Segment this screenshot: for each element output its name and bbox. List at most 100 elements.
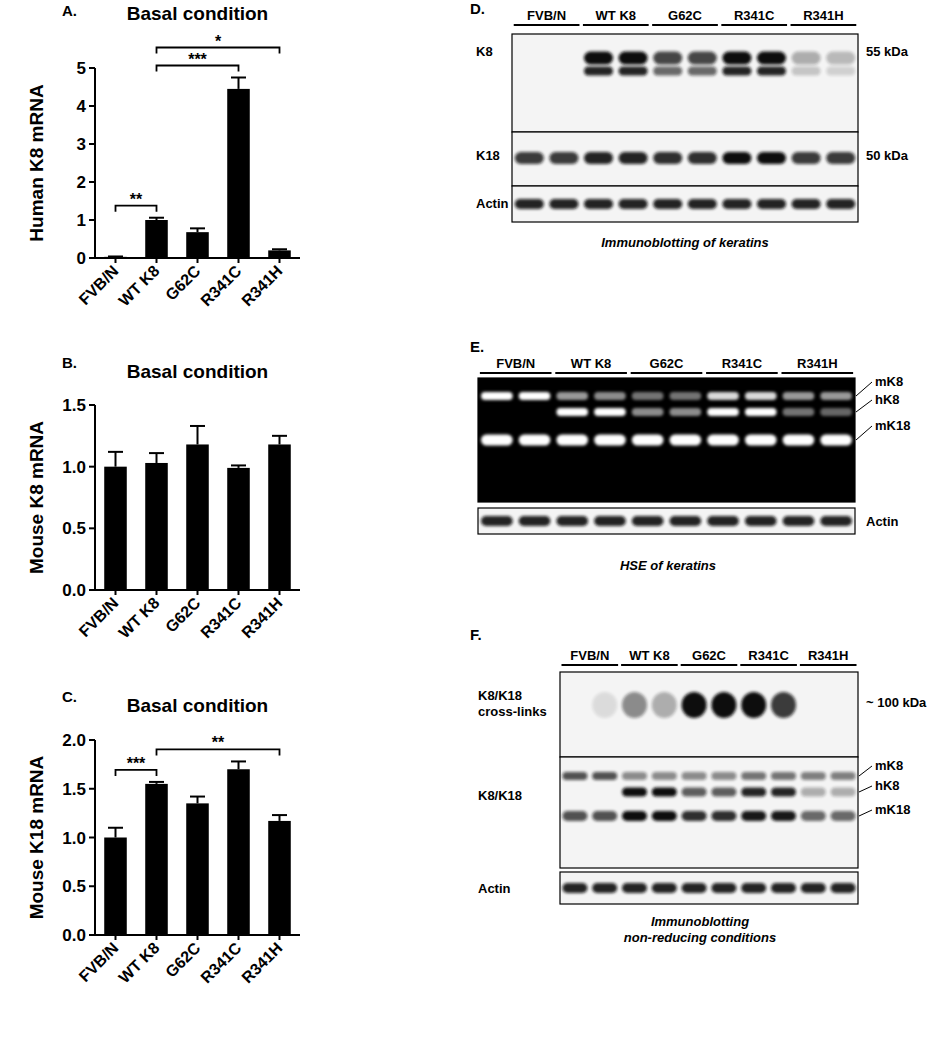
y-tick (89, 143, 95, 145)
x-tick (279, 935, 281, 940)
band (481, 435, 513, 446)
band (711, 692, 736, 718)
band (481, 516, 513, 526)
significance-bracket: ** (157, 734, 280, 755)
band (826, 199, 855, 209)
y-tick (89, 589, 95, 591)
error-cap (149, 217, 164, 219)
band (562, 772, 587, 780)
band (592, 772, 617, 780)
lane-label: R341H (803, 8, 843, 23)
band (515, 199, 544, 209)
significance-label: *** (127, 755, 146, 772)
band (519, 392, 551, 400)
y-tick-label: 0.5 (62, 519, 86, 538)
leader-line (859, 766, 872, 776)
band (801, 811, 826, 821)
bar (145, 784, 168, 935)
band (826, 67, 855, 76)
band (741, 883, 766, 893)
band (741, 772, 766, 780)
y-tick (89, 404, 95, 406)
significance-label: * (215, 33, 222, 50)
x-tick-label: FVB/N (76, 262, 122, 308)
error-stem (115, 828, 117, 838)
caption: Immunoblotting (651, 914, 749, 929)
band (549, 199, 578, 209)
marks (104, 761, 291, 935)
band (584, 52, 613, 65)
error-cap (108, 827, 123, 829)
lane-underline (631, 372, 703, 374)
bar-chart: A.Basal conditionHuman K8 mRNA012345FVB/… (26, 2, 300, 309)
row-label-line: cross-links (478, 704, 547, 719)
band (826, 152, 855, 164)
row-label: Actin (478, 881, 511, 896)
bar (145, 220, 168, 258)
error-bar (149, 782, 164, 784)
x-tick (156, 590, 158, 595)
figure: A.Basal conditionHuman K8 mRNA012345FVB/… (0, 0, 939, 1050)
x-tick-label: WT K8 (115, 262, 162, 309)
blot-frame (560, 757, 858, 868)
lane-underline (514, 24, 580, 26)
y-tick-label: 1.0 (62, 458, 86, 477)
lane-underline (740, 664, 797, 666)
error-bar (149, 453, 164, 463)
bar (186, 803, 209, 935)
band (653, 199, 682, 209)
lane-label: FVB/N (570, 648, 609, 663)
significance-label: *** (188, 51, 207, 68)
error-bar (108, 256, 123, 257)
blot-frame (560, 672, 858, 757)
band (826, 52, 855, 65)
x-tick-label: R341C (197, 262, 245, 310)
row-label: K8/K18 (478, 788, 522, 803)
band (711, 788, 736, 797)
panel-label: B. (62, 354, 77, 371)
band-label: hK8 (875, 778, 900, 793)
y-tick-label: 1.5 (62, 396, 86, 415)
blot-frame (512, 186, 858, 222)
band (771, 692, 796, 718)
band (771, 883, 796, 893)
band (707, 516, 739, 526)
chart-title: Basal condition (127, 695, 268, 716)
error-stem (156, 453, 158, 463)
blot-frame (512, 34, 858, 132)
lane-label: R341H (808, 648, 848, 663)
band-label: mK18 (875, 418, 910, 433)
x-tick-label: R341H (238, 594, 285, 641)
band (688, 199, 717, 209)
y-tick (89, 788, 95, 790)
bar (145, 463, 168, 590)
band (622, 788, 647, 797)
axis-title: Mouse K8 mRNA (26, 421, 47, 574)
error-cap (190, 796, 205, 798)
panel-label: A. (62, 2, 77, 19)
band (652, 692, 677, 718)
panel-label: D. (470, 0, 485, 17)
band (745, 408, 777, 416)
band (741, 692, 766, 718)
size-label: ~ 100 kDa (866, 695, 927, 710)
band (653, 52, 682, 65)
band (707, 392, 739, 400)
band (519, 516, 551, 526)
bar (186, 444, 209, 590)
y-tick-label: 4 (77, 97, 87, 116)
y-axis (94, 68, 96, 258)
error-cap (272, 435, 287, 437)
band (653, 67, 682, 76)
x-tick (115, 258, 117, 263)
error-bar (272, 815, 287, 821)
band (652, 811, 677, 821)
leader-line (856, 400, 872, 412)
band (783, 408, 815, 416)
blot-panel: E.FVB/NWT K8G62CR341CR341HmK8hK8mK18Acti… (470, 338, 910, 573)
leader-line (856, 382, 872, 396)
lane-underline (781, 372, 853, 374)
error-bar (231, 78, 246, 89)
significance-bracket: *** (116, 755, 157, 776)
error-cap (231, 760, 246, 762)
